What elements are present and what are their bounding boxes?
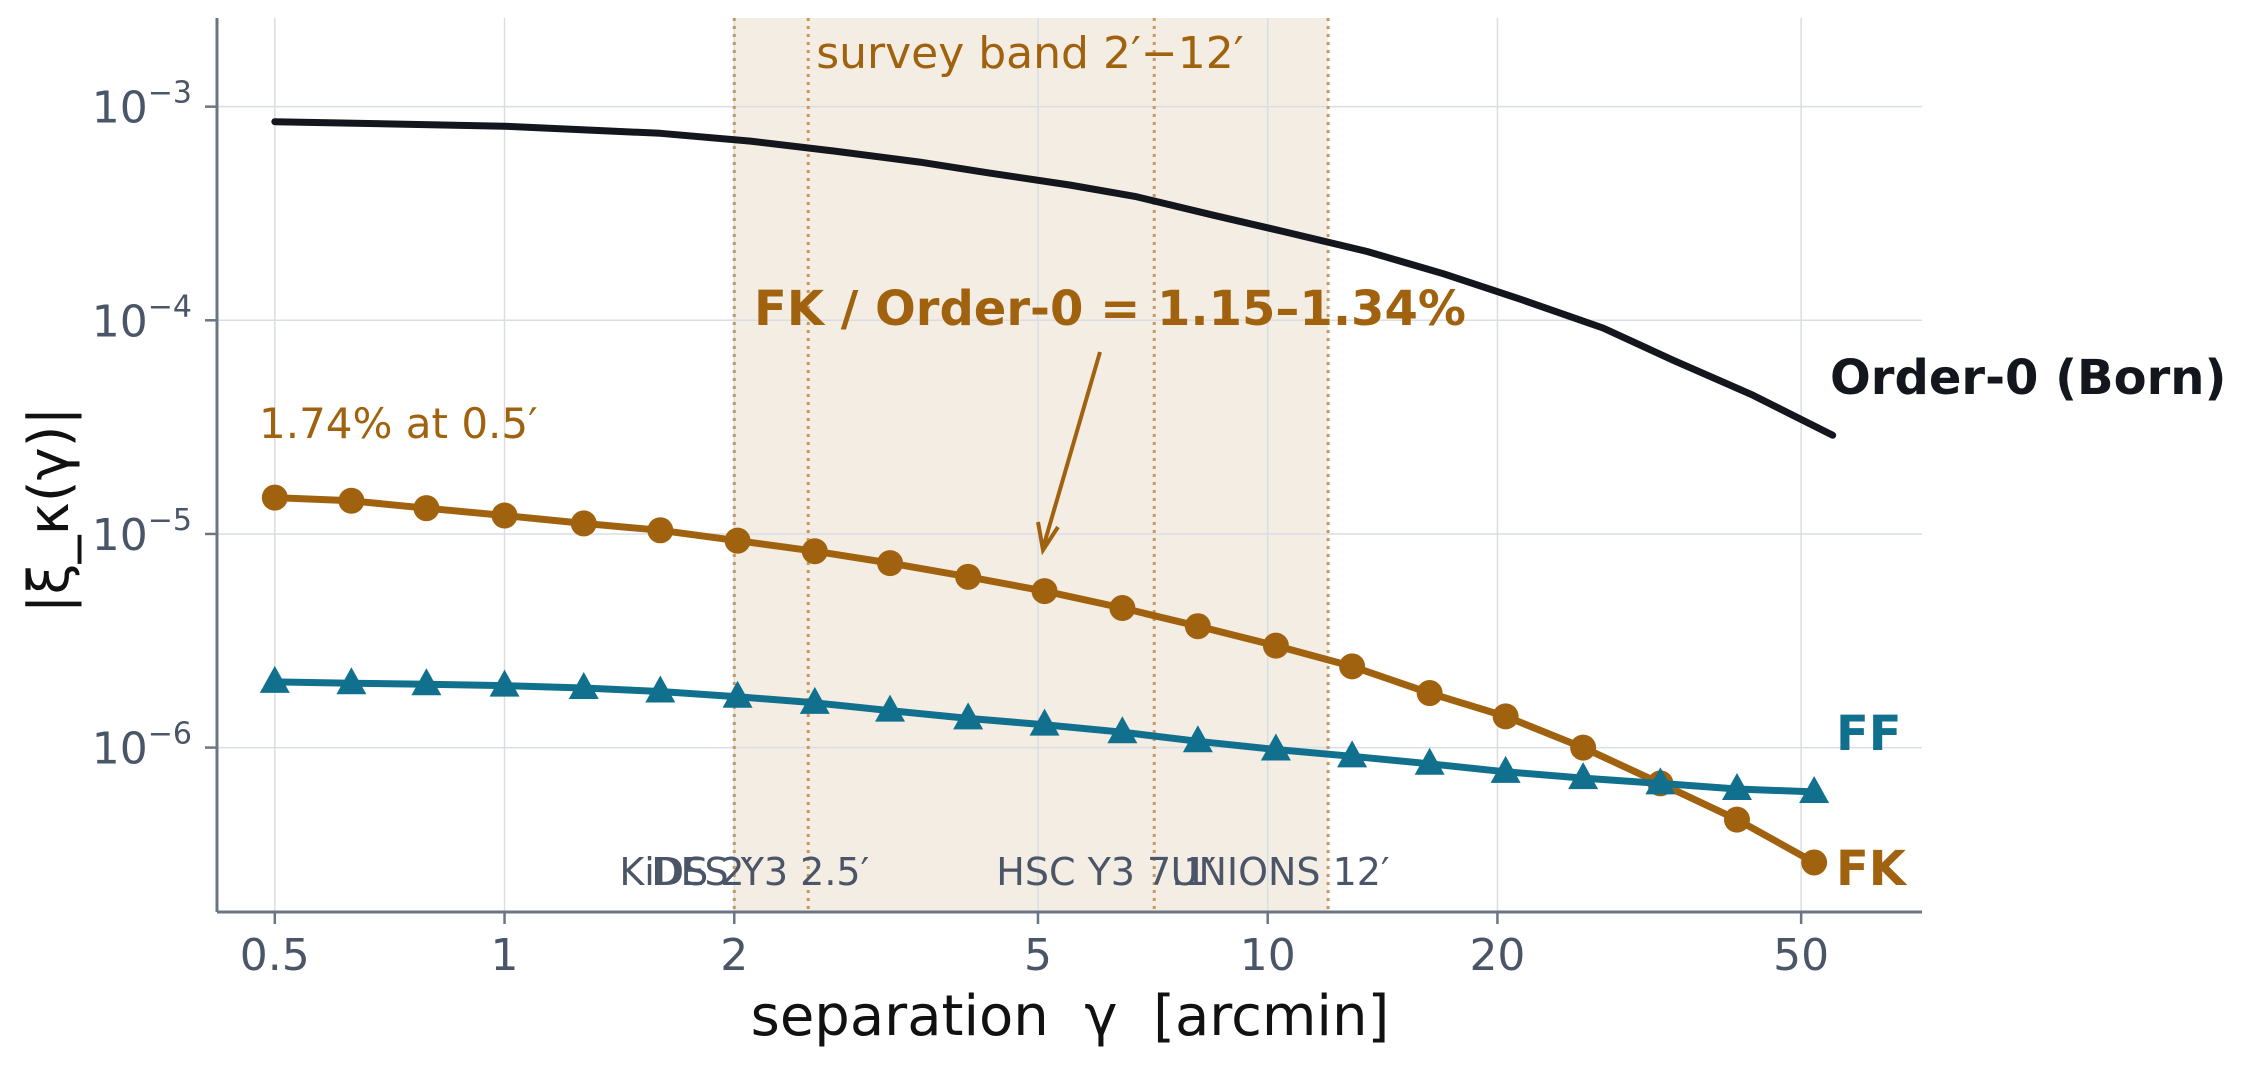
x-tick-label: 1: [491, 930, 519, 981]
fk-data-point: [647, 517, 674, 544]
series-label-fk: FK: [1836, 841, 1908, 897]
y-tick-label: 10−4: [92, 289, 192, 347]
fk-data-point: [877, 550, 904, 577]
ratio-annotation: FK / Order-0 = 1.15–1.34%: [754, 281, 1466, 337]
fk-data-point: [1262, 632, 1289, 659]
survey-band: [734, 18, 1329, 912]
ff-data-point: [1799, 775, 1830, 803]
fk-data-point: [724, 527, 751, 554]
fk-data-point: [1031, 578, 1058, 605]
x-tick-label: 50: [1773, 930, 1829, 981]
ff-data-point: [645, 675, 676, 703]
fk-data-point: [1339, 653, 1366, 680]
x-tick-label: 0.5: [240, 930, 310, 981]
fk-data-point: [955, 563, 982, 590]
ff-data-point: [1645, 767, 1676, 795]
ff-data-point: [1414, 747, 1445, 775]
ff-data-point: [953, 702, 984, 730]
x-tick-label: 10: [1240, 930, 1296, 981]
fk-data-point: [1184, 613, 1211, 640]
fk-data-point: [1109, 595, 1136, 622]
ff-data-point: [336, 667, 367, 695]
series-label-ff: FF: [1836, 706, 1902, 762]
fk-data-point: [1723, 806, 1750, 833]
survey-markers: KiDS 2′DES Y3 2.5′ HSC Y3 7.1′UNIONS 12′: [619, 18, 1390, 912]
fk-data-point: [1416, 680, 1443, 707]
fk-data-point: [338, 487, 365, 514]
ff-data-point: [259, 665, 290, 693]
survey-marker-label: UNIONS 12′: [1171, 850, 1390, 894]
fk-data-point: [413, 495, 440, 522]
ff-data-point: [1490, 755, 1521, 783]
series-layer: [259, 118, 1837, 876]
survey-marker-label: KiDS 2′: [619, 850, 753, 894]
fk-data-point: [1492, 703, 1519, 730]
ff-data-point: [875, 694, 906, 722]
survey-band-label: survey band 2′−12′: [816, 28, 1244, 79]
survey-marker-label: DES Y3 2.5′: [651, 850, 869, 894]
fk-data-point: [261, 484, 288, 511]
ratio-arrow: [1036, 351, 1102, 556]
ff-data-point: [1182, 725, 1213, 753]
ff-data-point: [722, 680, 753, 708]
survey-marker-label: HSC Y3 7.1′: [996, 850, 1216, 894]
fk-data-point: [1570, 734, 1597, 761]
ff-data-point: [1568, 762, 1599, 790]
x-tick-label: 20: [1469, 930, 1525, 981]
y-tick-label: 10−5: [92, 503, 192, 561]
x-axis-label: separation γ [arcmin]: [751, 984, 1390, 1049]
ff-data-point: [1107, 716, 1138, 744]
fk-data-point: [491, 502, 518, 529]
series-line-order-0-born: [271, 118, 1837, 439]
ff-data-point: [1260, 733, 1291, 761]
fk-data-point: [801, 538, 828, 565]
grid: [217, 18, 1922, 912]
ff-data-point: [1721, 772, 1752, 800]
ff-data-point: [489, 669, 520, 697]
ff-data-point: [411, 668, 442, 696]
ff-data-point: [1029, 708, 1060, 736]
survey-band-layer: [734, 18, 1329, 912]
ff-data-point: [1337, 740, 1368, 768]
ff-data-point: [799, 686, 830, 714]
x-tick-label: 5: [1024, 930, 1052, 981]
x-tick-label: 2: [720, 930, 748, 981]
axes: 0.5 1 2 5 10 20 50 10−3 10−4 10−5 10−6: [92, 18, 1922, 981]
fk-data-point: [570, 510, 597, 537]
y-tick-label: 10−3: [92, 76, 192, 134]
note-annotation: 1.74% at 0.5′: [259, 399, 538, 448]
y-tick-label: 10−6: [92, 717, 192, 775]
ff-data-point: [568, 672, 599, 700]
series-label-order0: Order-0 (Born): [1830, 350, 2226, 406]
fk-data-point: [1801, 849, 1828, 876]
y-axis-label: |ξ_κ(γ)|: [17, 407, 82, 614]
